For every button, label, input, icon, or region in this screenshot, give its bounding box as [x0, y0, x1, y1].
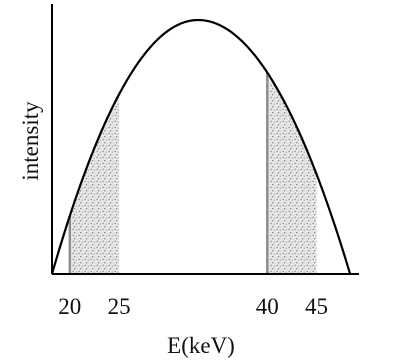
- intensity-curve: [50, 18, 352, 275]
- shaded-band-2: [267, 72, 317, 274]
- y-axis-label: intensity: [18, 101, 43, 181]
- shaded-band-1: [69, 94, 120, 275]
- shaded-bands: [68, 72, 317, 275]
- x-tick-label-20: 20: [58, 294, 81, 319]
- plot-area: [50, 4, 359, 275]
- x-tick-label-25: 25: [108, 294, 131, 319]
- x-tick-label-40: 40: [256, 294, 279, 319]
- x-tick-labels: 20 25 40 45: [58, 294, 328, 319]
- x-tick-label-45: 45: [305, 294, 328, 319]
- x-axis-label: E(keV): [167, 333, 235, 358]
